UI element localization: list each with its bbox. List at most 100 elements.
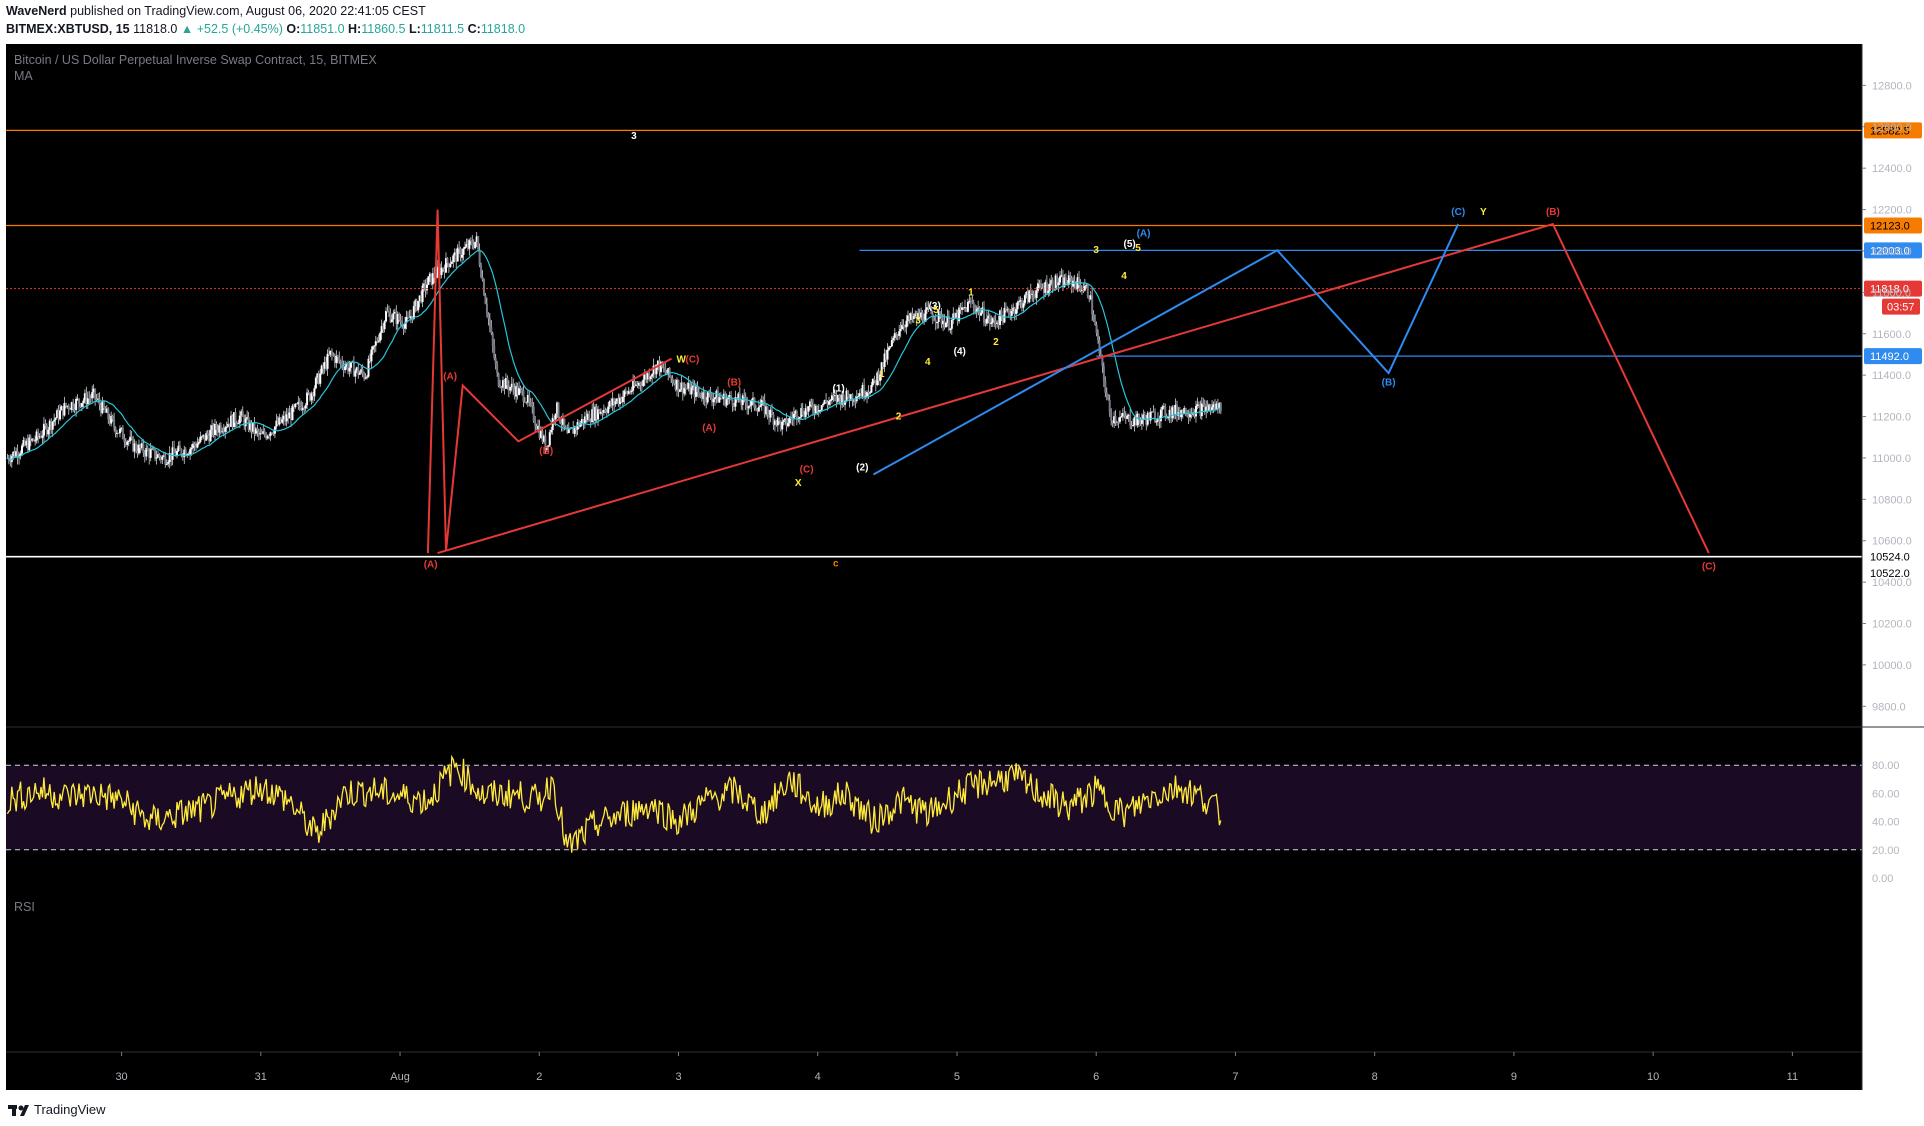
candle-body [1130, 425, 1133, 427]
candle-body [237, 423, 240, 425]
candle-body [509, 387, 512, 391]
candle-body [1215, 403, 1218, 411]
candle-body [484, 295, 487, 304]
candle-body [279, 417, 282, 423]
candle-body [984, 322, 987, 324]
candle-body [781, 421, 784, 430]
candle-body [244, 418, 247, 427]
candle-body [934, 320, 937, 323]
candle-body [849, 394, 852, 401]
candle-body [480, 265, 483, 278]
candle-body [47, 429, 50, 435]
candle-body [904, 326, 907, 328]
candle-body [1028, 290, 1031, 303]
candle-body [1000, 310, 1003, 317]
candle-body [177, 445, 180, 451]
candle-body [721, 398, 724, 400]
candle-body [481, 277, 484, 280]
candle-body [1121, 413, 1124, 417]
candle-body [1097, 332, 1100, 340]
candle-body [307, 392, 310, 394]
candle-body [405, 316, 408, 323]
level-tag-label: 11492.0 [1870, 351, 1909, 363]
candle-body [402, 326, 405, 329]
countdown-tag [1882, 298, 1920, 315]
candle-body [436, 266, 439, 278]
candle-body [471, 241, 474, 246]
candle-body [771, 409, 774, 415]
candle-body [1194, 406, 1197, 417]
author-name[interactable]: WaveNerd [6, 4, 67, 18]
candle-body [1114, 416, 1117, 423]
candle-body [35, 431, 38, 441]
candle-body [85, 393, 88, 405]
wave-label: (C) [1702, 562, 1716, 573]
candle-body [344, 366, 347, 371]
time-tick-label: 6 [1093, 1071, 1099, 1083]
candle-body [589, 421, 592, 423]
indicator-label: MA [14, 69, 33, 83]
candle-body [956, 312, 959, 322]
last-price: 11818.0 [133, 22, 178, 36]
candle-body [64, 403, 67, 407]
candle-body [256, 428, 259, 431]
candle-body [1137, 413, 1140, 421]
candle-body [330, 350, 333, 355]
candle-body [306, 392, 309, 406]
candle-body [822, 403, 825, 406]
candle-body [642, 379, 645, 386]
candle-body [864, 396, 867, 398]
candle-body [556, 402, 559, 414]
candle-body [1054, 275, 1057, 290]
candle-body [341, 361, 344, 367]
tradingview-brand[interactable]: TradingView [8, 1102, 106, 1117]
candle-body [329, 350, 332, 355]
candle-body [749, 405, 752, 407]
candle-body [637, 382, 640, 386]
candle-body [110, 415, 113, 424]
candle-body [573, 426, 576, 434]
candle-body [1032, 293, 1035, 297]
candle-body [183, 449, 186, 458]
candle-body [1086, 285, 1089, 297]
candle-body [920, 312, 923, 318]
candle-body [423, 283, 426, 286]
candle-body [651, 374, 654, 377]
candle-body [1133, 417, 1136, 426]
candle-body [1047, 290, 1050, 293]
candle-body [117, 432, 120, 434]
candle-body [1101, 355, 1104, 367]
candle-body [368, 358, 371, 362]
candle-body [13, 451, 16, 457]
candle-body [811, 404, 814, 411]
candle-body [1209, 404, 1212, 411]
candle-body [452, 255, 455, 263]
candle-body [602, 409, 605, 413]
candle-body [320, 365, 323, 374]
wave-label: (B) [539, 446, 553, 457]
candle-body [212, 425, 215, 435]
candle-body [444, 258, 447, 273]
candle-body [718, 397, 721, 403]
candle-body [711, 397, 714, 403]
candle-body [1099, 354, 1102, 356]
candle-body [224, 427, 227, 432]
candle-body [390, 319, 393, 323]
countdown-label: 03:57 [1887, 302, 1915, 314]
candle-body [513, 388, 516, 397]
candle-body [1205, 406, 1208, 412]
candle-body [1019, 300, 1022, 302]
candle-body [623, 390, 626, 397]
chart-area[interactable]: 12582.512123.012003.011492.010524.010522… [0, 42, 1924, 1092]
rsi-tick-label: 40.00 [1872, 817, 1900, 829]
candle-body [339, 360, 342, 362]
price-tick-label: 11200.0 [1872, 412, 1911, 424]
candle-body [510, 383, 513, 388]
candle-body [607, 406, 610, 413]
candle-body [1129, 414, 1132, 426]
candle-body [301, 407, 304, 410]
candle-body [921, 312, 924, 321]
candle-body [111, 415, 114, 420]
candle-body [756, 409, 759, 412]
candle-body [873, 378, 876, 381]
